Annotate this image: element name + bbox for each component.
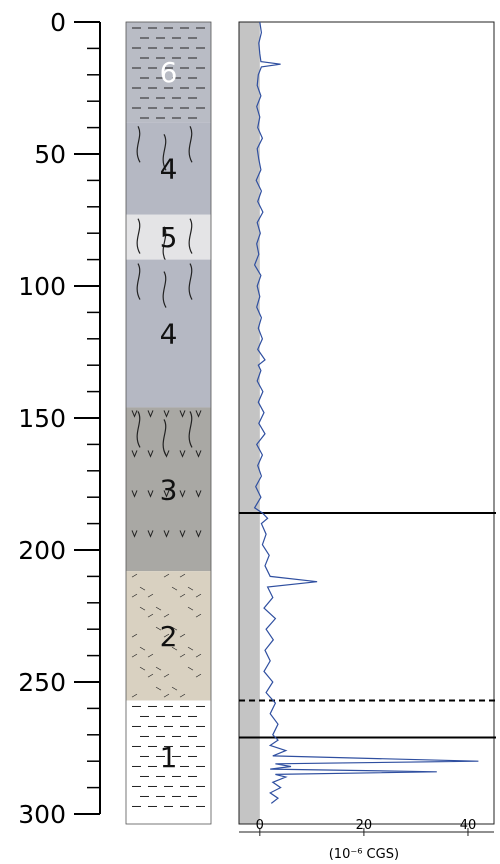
- x-axis-label: (10⁻⁶ CGS): [329, 847, 399, 862]
- susceptibility-line: [255, 22, 479, 803]
- unit-label: 5: [160, 221, 178, 254]
- y-tick-label: 250: [18, 668, 66, 697]
- unit-label: 2: [160, 620, 178, 653]
- unit-label: 3: [160, 473, 178, 506]
- y-tick-label: 200: [18, 536, 66, 565]
- unit-label: 6: [160, 56, 178, 89]
- unit-label: 1: [160, 741, 178, 774]
- x-tick-label: 0: [256, 818, 264, 833]
- x-tick-label: 40: [460, 818, 477, 833]
- y-tick-label: 150: [18, 404, 66, 433]
- y-tick-label: 100: [18, 272, 66, 301]
- y-tick-label: 300: [18, 800, 66, 829]
- x-tick-label: 20: [356, 818, 373, 833]
- y-tick-label: 0: [50, 8, 66, 37]
- unit-label: 4: [160, 318, 178, 351]
- unit-label: 4: [160, 153, 178, 186]
- y-tick-label: 50: [34, 140, 66, 169]
- chart: 0 50 100 150 200 250 300 6 4 5 4 3 2 1 0 20 40 (10⁻⁶ CGS): [0, 0, 500, 864]
- plot-frame: [239, 22, 494, 824]
- shade-band: [239, 22, 260, 824]
